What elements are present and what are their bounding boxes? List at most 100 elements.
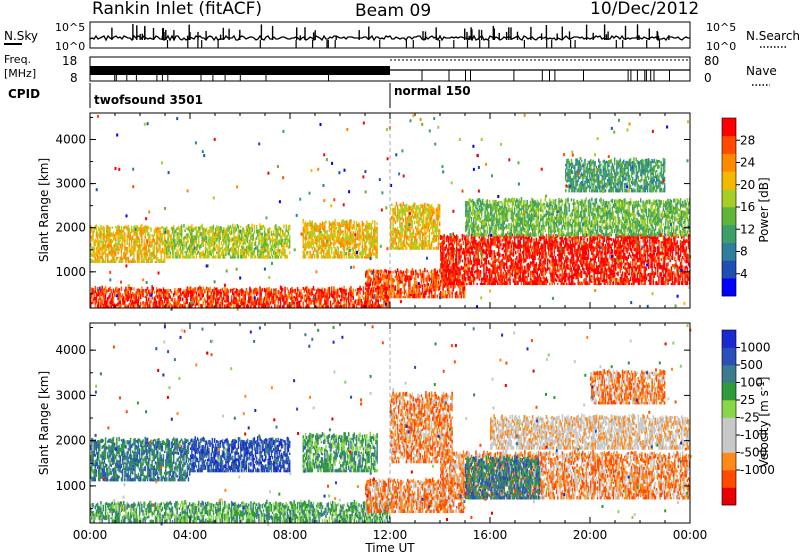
data-cell	[413, 277, 416, 281]
data-cell	[336, 245, 339, 249]
data-cell	[257, 245, 259, 248]
data-cell	[184, 244, 186, 248]
data-cell	[126, 226, 128, 231]
data-cell	[185, 251, 187, 256]
data-cell	[100, 228, 102, 232]
data-cell	[161, 247, 164, 251]
data-cell	[405, 271, 408, 275]
data-cell	[369, 227, 371, 230]
data-cell	[95, 295, 98, 299]
data-cell	[201, 235, 203, 240]
data-cell	[135, 234, 137, 239]
data-cell	[244, 255, 246, 259]
data-cell	[385, 275, 387, 280]
data-cell	[132, 304, 134, 308]
data-cell	[392, 243, 394, 248]
data-cell	[268, 235, 270, 240]
data-cell	[111, 296, 114, 302]
data-cell	[121, 240, 124, 244]
data-cell	[159, 288, 161, 292]
data-cell	[90, 235, 92, 239]
data-cell	[304, 238, 307, 243]
data-cell	[332, 256, 334, 259]
data-cell	[377, 280, 379, 284]
data-cell	[137, 299, 140, 304]
data-cell	[308, 288, 310, 294]
data-cell	[329, 241, 332, 246]
data-cell	[237, 254, 240, 259]
data-cell	[402, 273, 404, 277]
data-cell	[218, 297, 220, 301]
data-cell	[159, 297, 161, 302]
data-cell	[277, 255, 279, 259]
data-cell	[369, 299, 371, 305]
data-cell	[370, 272, 373, 275]
data-cell	[135, 295, 137, 300]
data-cell	[343, 248, 345, 252]
data-cell	[353, 238, 356, 241]
data-cell	[470, 281, 473, 286]
data-cell	[310, 244, 312, 249]
data-cell	[248, 247, 250, 250]
data-cell	[233, 230, 235, 234]
data-cell	[394, 269, 396, 274]
data-cell	[310, 232, 312, 237]
data-cell	[458, 276, 460, 281]
data-cell	[185, 292, 187, 298]
data-cell	[403, 291, 406, 294]
data-cell	[400, 245, 402, 250]
data-cell	[237, 289, 240, 294]
data-cell	[236, 240, 239, 244]
data-cell	[326, 292, 328, 295]
data-cell	[223, 229, 225, 234]
data-cell	[303, 237, 306, 241]
data-cell	[144, 228, 146, 233]
data-cell	[255, 236, 258, 240]
data-cell	[320, 255, 323, 259]
data-cell	[404, 275, 407, 280]
data-cell	[405, 246, 408, 250]
data-cell	[215, 288, 217, 291]
data-cell	[435, 237, 437, 242]
data-cell	[366, 237, 368, 241]
data-cell	[91, 228, 93, 232]
data-cell	[115, 291, 117, 295]
data-cell	[349, 302, 351, 306]
data-cell	[410, 274, 412, 277]
data-cell	[233, 245, 235, 250]
data-cell	[288, 235, 291, 240]
data-cell	[398, 236, 400, 242]
data-cell	[95, 250, 98, 254]
data-cell	[453, 281, 456, 286]
data-cell	[177, 232, 179, 235]
data-cell	[186, 294, 189, 299]
data-cell	[387, 299, 390, 303]
data-cell	[124, 291, 126, 295]
data-cell	[174, 244, 176, 248]
data-cell	[253, 288, 256, 291]
data-cell	[120, 248, 123, 253]
data-cell	[137, 236, 140, 241]
data-cell	[92, 301, 94, 304]
data-cell	[117, 256, 119, 259]
data-cell	[168, 248, 170, 252]
data-cell	[185, 255, 187, 259]
data-cell	[401, 233, 403, 238]
data-cell	[182, 243, 184, 247]
data-cell	[138, 298, 141, 302]
data-cell	[436, 277, 439, 280]
data-cell	[277, 242, 279, 247]
data-cell	[253, 242, 256, 246]
data-cell	[194, 250, 196, 255]
data-cell	[130, 306, 133, 308]
data-cell	[421, 235, 424, 239]
data-cell	[391, 242, 393, 247]
data-cell	[338, 231, 341, 235]
data-cell	[393, 210, 395, 215]
data-cell	[259, 298, 261, 302]
data-cell	[398, 241, 400, 244]
data-cell	[200, 254, 202, 259]
data-cell	[371, 304, 374, 308]
data-cell	[165, 303, 167, 308]
data-cell	[179, 291, 182, 295]
